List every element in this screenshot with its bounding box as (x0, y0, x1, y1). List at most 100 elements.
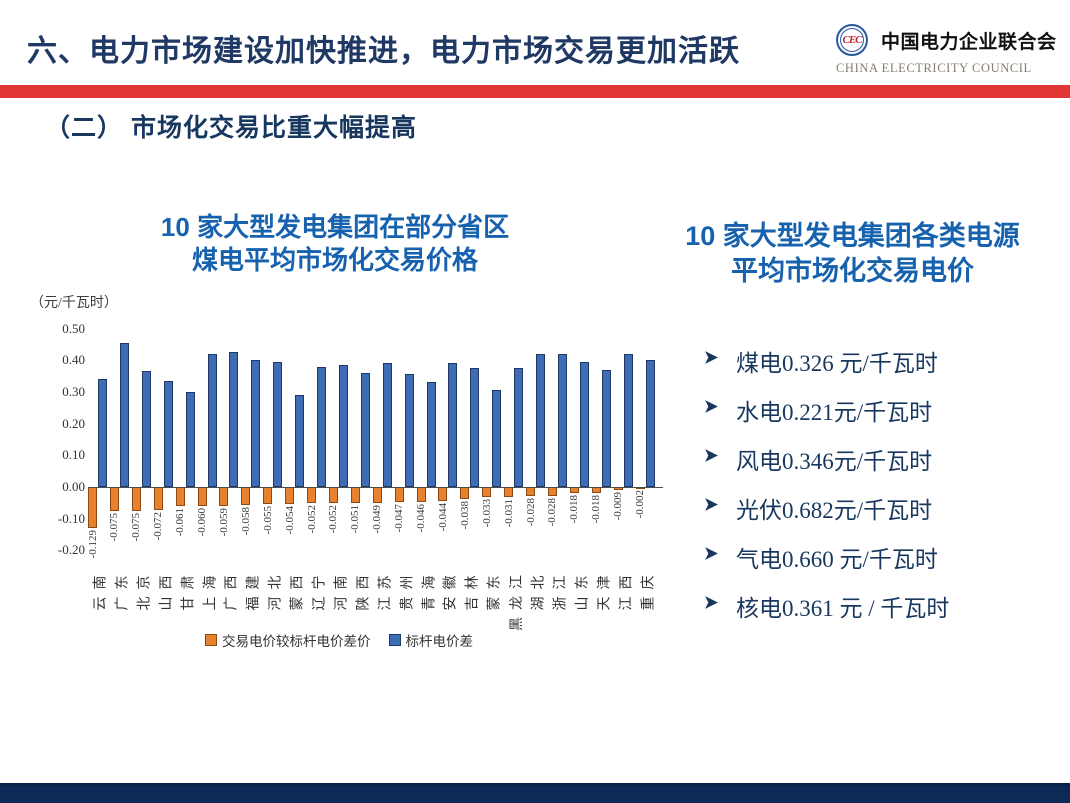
bar-value-label: -0.018 (590, 495, 603, 524)
x-axis-label-湖北: 湖北 (531, 568, 547, 610)
chart-legend: 交易电价较标杆电价差价 标杆电价差 (205, 630, 473, 650)
arrowhead-bullet-icon (705, 498, 718, 511)
bar-value-label: -0.072 (152, 512, 165, 541)
x-axis-label-云南: 云南 (93, 568, 109, 610)
bar-trade-diff-北京 (131, 487, 141, 511)
legend-label-benchmark: 标杆电价差 (405, 634, 474, 649)
bar-trade-diff-安徽 (438, 487, 448, 501)
bar-benchmark-重庆 (645, 360, 655, 487)
y-axis-unit-label: （元/千瓦时） (30, 296, 118, 311)
bar-benchmark-安徽 (448, 363, 458, 487)
x-axis-label-河北: 河北 (268, 568, 284, 610)
right-panel-title-line2: 平均市场化交易电价 (731, 256, 974, 286)
footer-band (0, 783, 1070, 803)
bar-benchmark-吉林 (470, 368, 480, 487)
legend-swatch-blue (388, 634, 401, 646)
bar-value-label: -0.033 (480, 499, 493, 528)
x-axis-label-上海: 上海 (203, 568, 218, 610)
bar-value-label: -0.058 (239, 507, 252, 536)
bar-value-label: -0.028 (524, 498, 537, 527)
y-tick-label: 0.30 (62, 383, 85, 399)
bar-benchmark-广东 (119, 343, 129, 487)
bar-trade-diff-青海 (416, 487, 426, 502)
x-axis-label-福建: 福建 (246, 568, 262, 610)
bar-value-label: -0.047 (393, 504, 406, 533)
bar-trade-diff-陕西 (350, 487, 360, 503)
chart-title: 10 家大型发电集团在部分省区 煤电平均市场化交易价格 (120, 211, 550, 277)
list-item: 风电0.346元/千瓦时 (703, 442, 949, 491)
y-tick-label: 0.20 (62, 415, 85, 431)
bar-benchmark-辽宁 (317, 367, 326, 487)
bar-value-label: -0.002 (634, 490, 646, 519)
bar-trade-diff-湖北 (526, 487, 535, 496)
list-item: 气电0.660 元/千瓦时 (703, 540, 949, 589)
bar-value-label: -0.044 (436, 503, 449, 532)
bar-benchmark-云南 (98, 379, 107, 487)
y-tick-label: 0.00 (62, 479, 85, 494)
list-item: 光伏0.682元/千瓦时 (703, 491, 949, 540)
chart-title-line2: 煤电平均市场化交易价格 (191, 245, 478, 275)
right-panel-title: 10 家大型发电集团各类电源 平均市场化交易电价 (640, 219, 1065, 289)
x-axis-label-山东: 山东 (575, 568, 591, 610)
bar-trade-diff-黑龙江 (504, 487, 514, 497)
bar-benchmark-蒙东 (492, 390, 502, 487)
legend-item-diff: 交易电价较标杆电价差价 (205, 630, 371, 650)
bar-trade-diff-山西 (153, 487, 163, 510)
bar-value-label: -0.055 (261, 506, 274, 535)
bar-benchmark-江西 (623, 354, 633, 487)
bar-trade-diff-河北 (263, 487, 273, 504)
price-bullet-list: 煤电0.326 元/千瓦时 水电0.221元/千瓦时 风电0.346元/千瓦时 … (703, 344, 949, 638)
section-title: （二） 市场化交易比重大幅提高 (45, 114, 417, 142)
bar-benchmark-黑龙江 (514, 368, 524, 487)
bar-trade-diff-蒙东 (482, 487, 492, 497)
bar-value-label: -0.038 (458, 501, 471, 530)
bar-trade-diff-浙江 (547, 487, 557, 496)
bullet-text: 气电0.660 元/千瓦时 (736, 547, 938, 572)
bar-benchmark-广西 (229, 352, 239, 487)
bar-benchmark-浙江 (557, 354, 567, 487)
x-axis-label-蒙东: 蒙东 (487, 568, 503, 610)
bar-benchmark-福建 (251, 360, 261, 487)
page-title: 六、电力市场建设加快推进，电力市场交易更加活跃 (27, 35, 740, 68)
bar-value-label: -0.046 (415, 504, 427, 533)
bar-value-label: -0.059 (217, 508, 230, 537)
bar-trade-diff-河南 (328, 487, 338, 503)
x-axis-label-天津: 天津 (597, 568, 613, 610)
bar-value-label: -0.054 (283, 506, 296, 535)
y-tick-label: 0.50 (62, 320, 85, 336)
bar-value-label: -0.009 (612, 492, 625, 521)
bar-trade-diff-上海 (197, 487, 207, 506)
bar-value-label: -0.052 (305, 505, 318, 534)
bar-benchmark-河北 (273, 362, 283, 487)
list-item: 核电0.361 元 / 千瓦时 (703, 589, 949, 638)
bar-trade-diff-贵州 (394, 487, 404, 502)
cec-logo-name-en: CHINA ELECTRICITY COUNCIL (836, 61, 1032, 75)
bullet-text: 水电0.221元/千瓦时 (736, 400, 933, 425)
y-tick-label: 0.10 (62, 447, 85, 463)
y-tick-label: -0.20 (57, 542, 85, 558)
y-tick-label: -0.10 (57, 510, 85, 526)
x-axis-label-吉林: 吉林 (465, 568, 481, 610)
x-axis-label-山西: 山西 (159, 568, 175, 610)
bar-benchmark-贵州 (404, 374, 414, 487)
cec-logo-monogram: CEC (842, 34, 862, 46)
cec-logo-name-cn: 中国电力企业联合会 (881, 31, 1057, 53)
bar-trade-diff-辽宁 (307, 487, 316, 503)
arrowhead-bullet-icon (705, 547, 718, 560)
legend-swatch-orange (205, 634, 217, 646)
list-item: 水电0.221元/千瓦时 (703, 393, 949, 442)
bar-value-label: -0.049 (371, 505, 384, 534)
bullet-text: 核电0.361 元 / 千瓦时 (736, 596, 950, 621)
bar-trade-diff-广东 (109, 487, 119, 511)
header-divider (0, 85, 1070, 98)
bar-value-label: -0.060 (196, 508, 208, 537)
bar-value-label: -0.018 (568, 495, 581, 524)
arrowhead-bullet-icon (705, 351, 718, 364)
x-axis-label-重庆: 重庆 (641, 568, 656, 610)
arrowhead-bullet-icon (705, 449, 718, 462)
bar-benchmark-上海 (207, 354, 217, 487)
x-axis-label-河南: 河南 (334, 568, 350, 610)
legend-item-benchmark: 标杆电价差 (388, 630, 474, 650)
x-axis-label-黑龙江: 黑龙江 (509, 568, 525, 631)
